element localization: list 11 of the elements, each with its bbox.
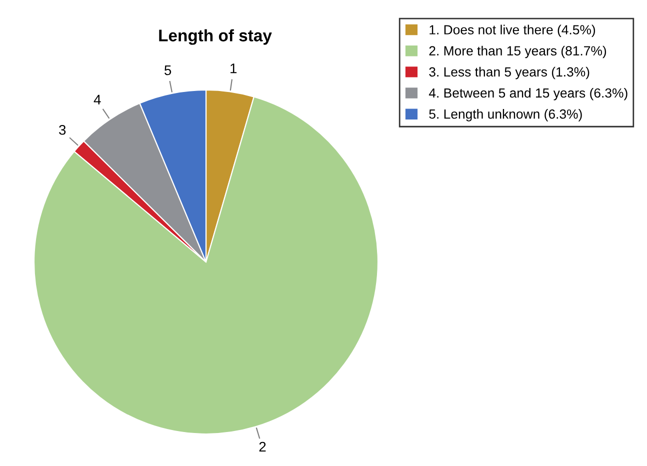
legend-label: 5. Length unknown (6.3%) — [429, 109, 582, 122]
text: 4 — [94, 94, 101, 104]
text: Length of stay — [159, 29, 272, 45]
text: 3 — [59, 124, 66, 135]
text: 2 — [259, 442, 266, 452]
text: 1 — [230, 64, 237, 74]
legend-label: 2. More than 15 years (81.7%) — [429, 46, 606, 58]
legend-label: 3. Less than 5 years (1.3%) — [429, 66, 590, 80]
legend-label: 1. Does not live there (4.5%) — [430, 24, 596, 38]
legend-label: 4. Between 5 and 15 years (6.3%) — [428, 88, 628, 100]
text: 5 — [164, 65, 172, 76]
